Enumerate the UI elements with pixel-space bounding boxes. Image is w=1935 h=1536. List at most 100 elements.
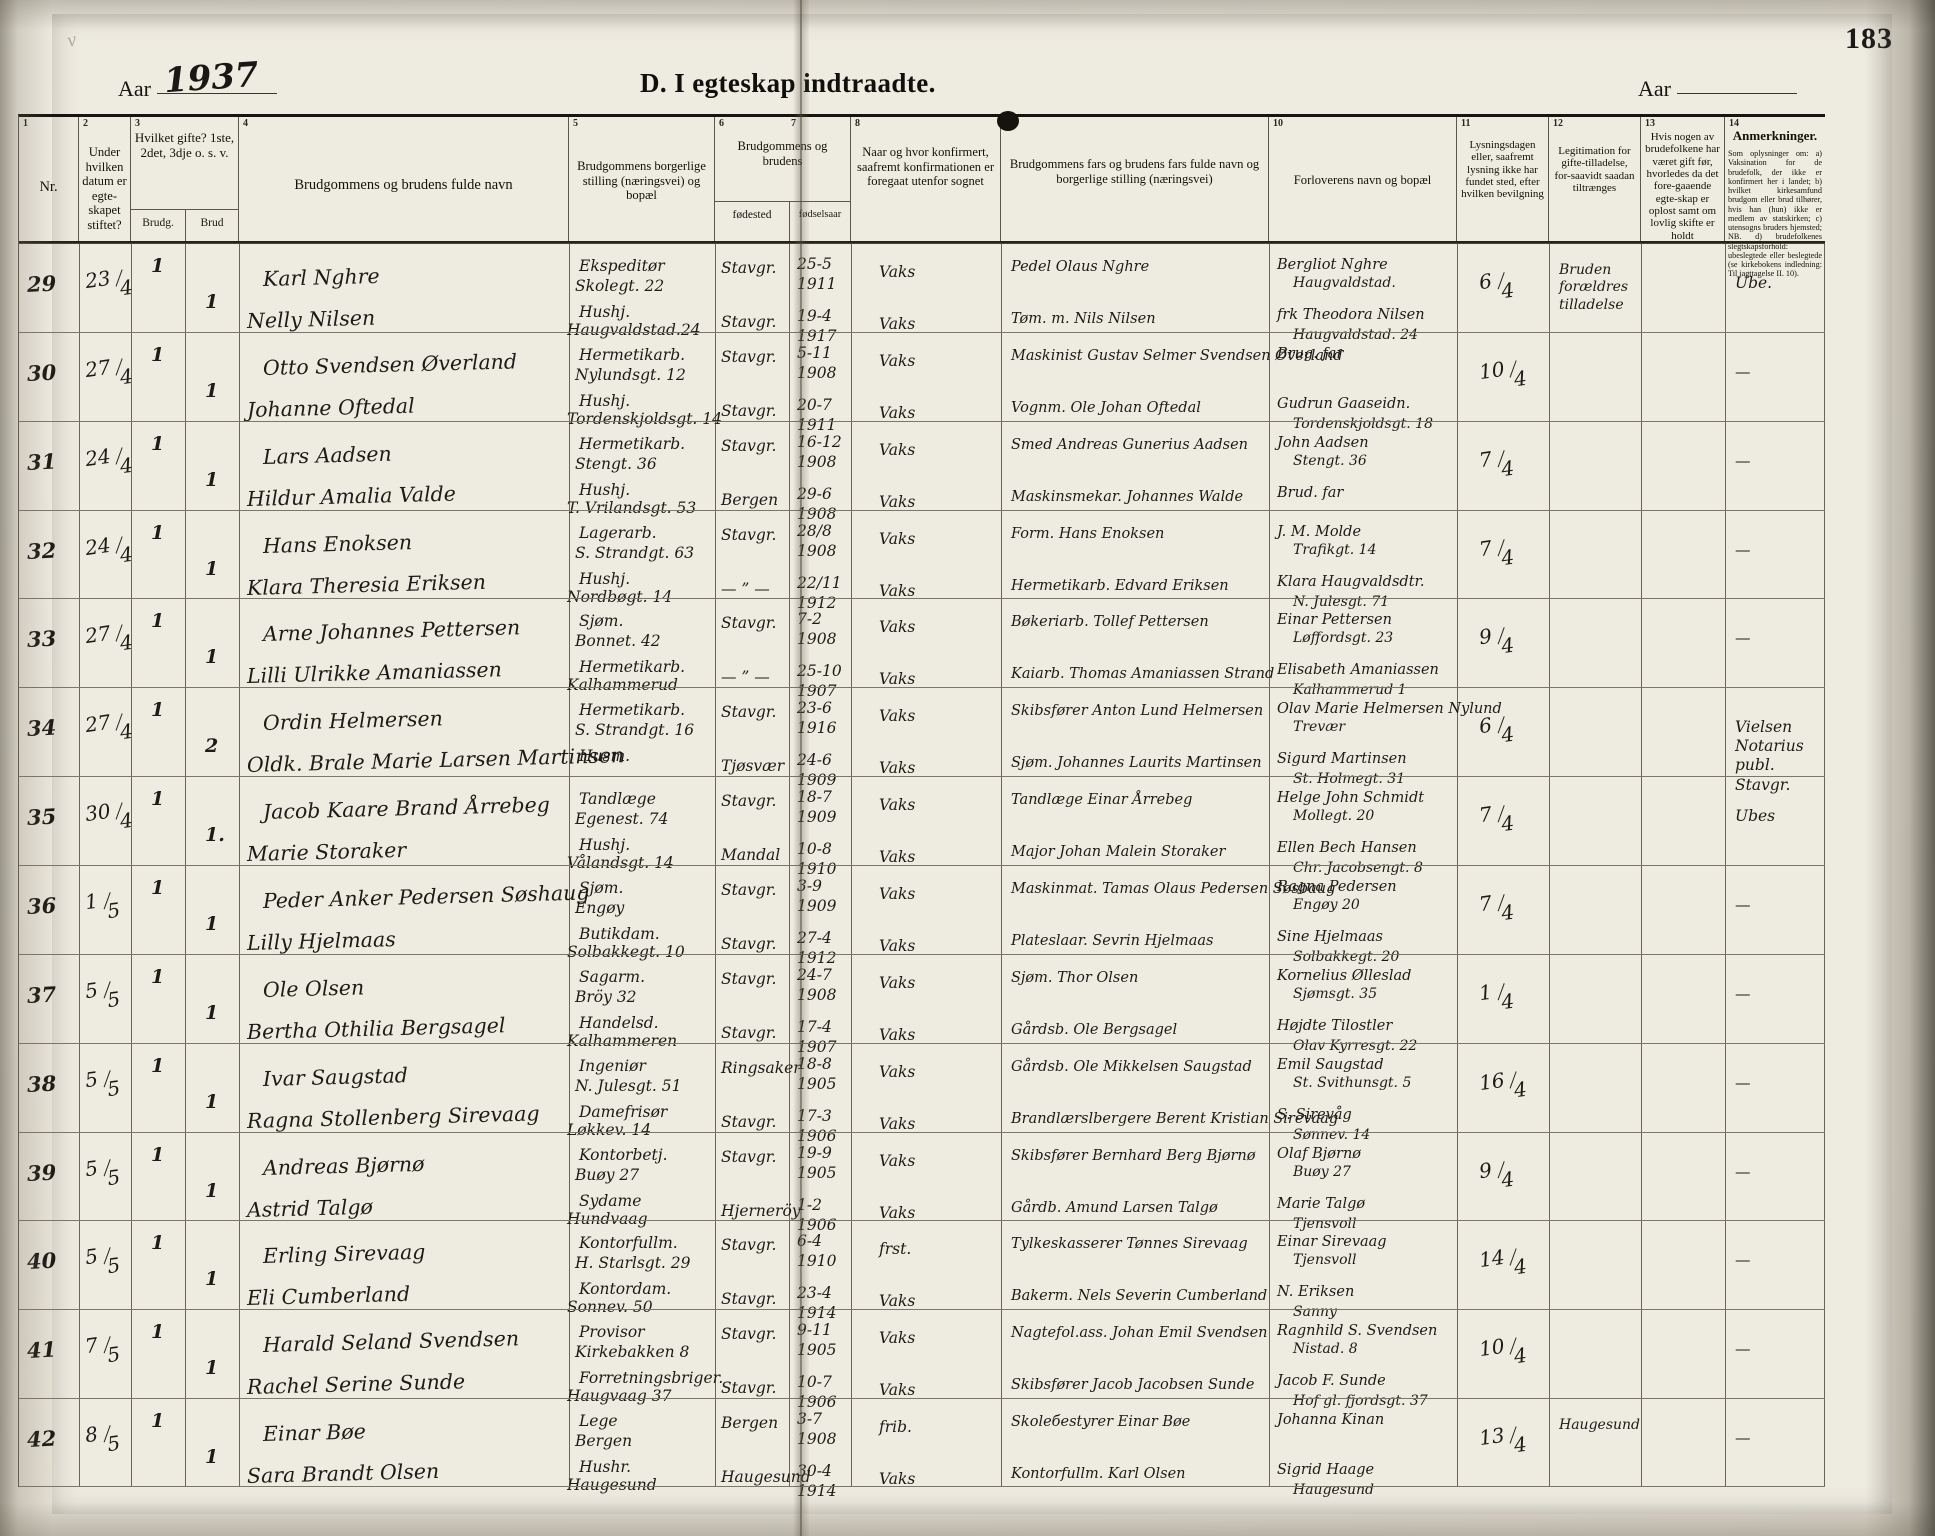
table-row[interactable]: 33 27 4 1 1 Arne Johannes Pettersen Lilli Ulri… xyxy=(19,598,1825,700)
cell-groom-birthplace: Stavgr. xyxy=(721,1325,777,1343)
cell-witness-2: Elisabeth Amaniassen xyxy=(1277,662,1439,678)
table-row[interactable]: 40 5 5 1 1 Erling Sirevaag Eli Cumberland Konto… xyxy=(19,1220,1825,1322)
row-divider xyxy=(19,1398,1825,1399)
col-number-11: 11 xyxy=(1461,118,1471,129)
year-label-left-text: Aar xyxy=(118,76,151,101)
col-3-title: Hvilket gifte? 1ste, 2det, 3dje o. s. v. xyxy=(134,130,235,160)
cell-confirmation-bride: Vaks xyxy=(879,670,916,688)
table-row[interactable]: 31 24 4 1 1 Lars Aadsen Hildur Amalia Valde Her… xyxy=(19,421,1825,523)
table-row[interactable]: 38 5 5 1 1 Ivar Saugstad Ragna Stollenberg Sir… xyxy=(19,1043,1825,1145)
cell-confirmation-groom: Vaks xyxy=(879,1329,916,1347)
cell-confirmation-groom: Vaks xyxy=(879,618,916,636)
table-row[interactable]: 39 5 5 1 1 Andreas Bjørnø Astrid Talgø Kontorbe… xyxy=(19,1132,1825,1234)
ink-blot-header xyxy=(997,111,1019,131)
cell-gifte-bride: 1 xyxy=(205,558,219,580)
cell-groom-occupation: Kontorfullm. xyxy=(579,1234,678,1252)
cell-witness-2: Ellen Bech Hansen xyxy=(1277,840,1417,856)
cell-groom-birthplace: Stavgr. xyxy=(721,437,777,455)
col-6-7-birth: 6 7 Brudgommens og brudens fødested føds… xyxy=(715,117,851,241)
cell-witness-2-address: Sanny xyxy=(1293,1304,1337,1320)
cell-bride-birthyear: 1917 xyxy=(797,327,837,345)
col-6-sub-divider-h xyxy=(715,201,850,202)
row-divider xyxy=(19,598,1825,599)
cell-bride-birthdate: 27-4 xyxy=(797,929,832,947)
cell-bride-birthdate: 17-3 xyxy=(797,1107,832,1125)
cell-witness-2: Gudrun Gaaseidn. xyxy=(1277,396,1411,412)
cell-groom-birthdate: 24-7 xyxy=(797,966,832,984)
cell-groom-birthplace: Stavgr. xyxy=(721,259,777,277)
year-label-right-text: Aar xyxy=(1638,76,1671,101)
cell-groom-occupation: Ekspeditør xyxy=(579,257,665,275)
table-row[interactable]: 42 8 5 1 1 Einar Bøe Sara Brandt Olsen Lege Berg… xyxy=(19,1398,1825,1500)
cell-witness-2: N. Eriksen xyxy=(1277,1284,1355,1300)
cell-bride-birthyear: 1907 xyxy=(797,682,837,700)
cell-bride-birthdate: 23-4 xyxy=(797,1284,832,1302)
cell-witness-1: Einar Sirevaag xyxy=(1277,1234,1387,1250)
cell-confirmation-groom: Vaks xyxy=(879,352,916,370)
cell-bride-birthplace: Stavgr. xyxy=(721,402,777,420)
cell-father-bride: Major Johan Malein Storaker xyxy=(1011,844,1226,860)
cell-lysning-date: 16 4 xyxy=(1477,1067,1529,1102)
cell-nr: 33 xyxy=(26,624,57,652)
table-row[interactable]: 34 27 4 1 2 Ordin Helmersen Oldk. Brale Marie … xyxy=(19,687,1825,794)
cell-bride-name: Bertha Othilia Bergsagel xyxy=(246,1013,506,1044)
cell-nr: 34 xyxy=(26,713,57,741)
cell-confirmation-groom: Vaks xyxy=(879,441,916,459)
cell-lysning-date: 10 4 xyxy=(1477,1333,1529,1368)
cell-bride-birthplace: Mandal xyxy=(721,846,781,864)
cell-groom-address: Engøy xyxy=(575,899,625,917)
cell-groom-address: Bröy 32 xyxy=(575,988,637,1006)
cell-lysning-date: 13 4 xyxy=(1477,1422,1529,1457)
cell-groom-name: Ivar Saugstad xyxy=(262,1063,409,1091)
cell-groom-occupation: Hermetikarb. xyxy=(579,701,686,719)
cell-witness-1: Olaf Bjørnø xyxy=(1277,1146,1362,1162)
cell-gifte-bride: 1 xyxy=(205,646,219,668)
row-divider xyxy=(19,510,1825,511)
table-row[interactable]: 32 24 4 1 1 Hans Enoksen Klara Theresia Erikse… xyxy=(19,510,1825,612)
cell-confirmation-groom: frib. xyxy=(879,1418,912,1436)
year-label-left: Aar xyxy=(118,76,277,102)
table-row[interactable]: 41 7 5 1 1 Harald Seland Svendsen Rachel Serin… xyxy=(19,1309,1825,1411)
cell-nr: 32 xyxy=(26,536,57,564)
cell-gifte-bride: 1 xyxy=(205,1268,219,1290)
col-2-title: Under hvilken datum er egte-skapet stift… xyxy=(82,145,127,232)
cell-nr: 30 xyxy=(26,358,57,386)
cell-bride-birthdate: 10-8 xyxy=(797,840,832,858)
cell-witness-2-address: St. Holmegt. 31 xyxy=(1293,771,1406,787)
cell-groom-birthdate: 19-9 xyxy=(797,1144,832,1162)
cell-bride-address: Løkkev. 14 xyxy=(567,1121,652,1139)
cell-gifte-bride: 1. xyxy=(205,824,225,846)
cell-confirmation-bride: Vaks xyxy=(879,582,916,600)
cell-date: 30 4 xyxy=(83,798,135,833)
cell-nr: 38 xyxy=(26,1069,57,1097)
cell-bride-address: Tordenskjoldsgt. 14 xyxy=(567,410,722,428)
cell-bride-occupation: Kontordam. xyxy=(579,1280,672,1298)
row-divider xyxy=(19,1043,1825,1044)
cell-father-bride: Plateslaar. Sevrin Hjelmaas xyxy=(1011,933,1214,949)
cell-bride-birthplace: Tjøsvær xyxy=(721,757,785,775)
col-9-fathers: Brudgommens fars og brudens fars fulde n… xyxy=(997,111,1269,241)
cell-confirmation-bride: Vaks xyxy=(879,1115,916,1133)
cell-father-bride: Sjøm. Johannes Laurits Martinsen xyxy=(1011,755,1262,771)
table-row[interactable]: 37 5 5 1 1 Ole Olsen Bertha Othilia Bergsagel S… xyxy=(19,954,1825,1056)
col-3-sub-divider-v xyxy=(185,209,186,241)
col-1-title: Nr. xyxy=(39,179,58,195)
table-row[interactable]: 29 23 4 1 1 Karl Nghre Nelly Nilsen Ekspeditør S… xyxy=(19,243,1825,345)
cell-bride-occupation: Hushj. xyxy=(579,303,631,321)
cell-confirmation-bride: Vaks xyxy=(879,315,916,333)
cell-bride-occupation: Handelsd. xyxy=(579,1014,659,1032)
table-row[interactable]: 30 27 4 1 1 Otto Svendsen Øverland Johanne Oft… xyxy=(19,332,1825,434)
table-row[interactable]: 35 30 4 1 1. Jacob Kaare Brand Årrebeg Marie S… xyxy=(19,776,1825,878)
cell-nr: 37 xyxy=(26,980,57,1008)
cell-confirmation-bride: Vaks xyxy=(879,937,916,955)
table-row[interactable]: 36 1 5 1 1 Peder Anker Pedersen Søshaug Lilly … xyxy=(19,865,1825,967)
cell-witness-1: Bergliot Nghre xyxy=(1277,257,1388,273)
cell-bride-birthplace: Stavgr. xyxy=(721,1290,777,1308)
cell-witness-2-address: Sønnev. 14 xyxy=(1293,1127,1371,1143)
